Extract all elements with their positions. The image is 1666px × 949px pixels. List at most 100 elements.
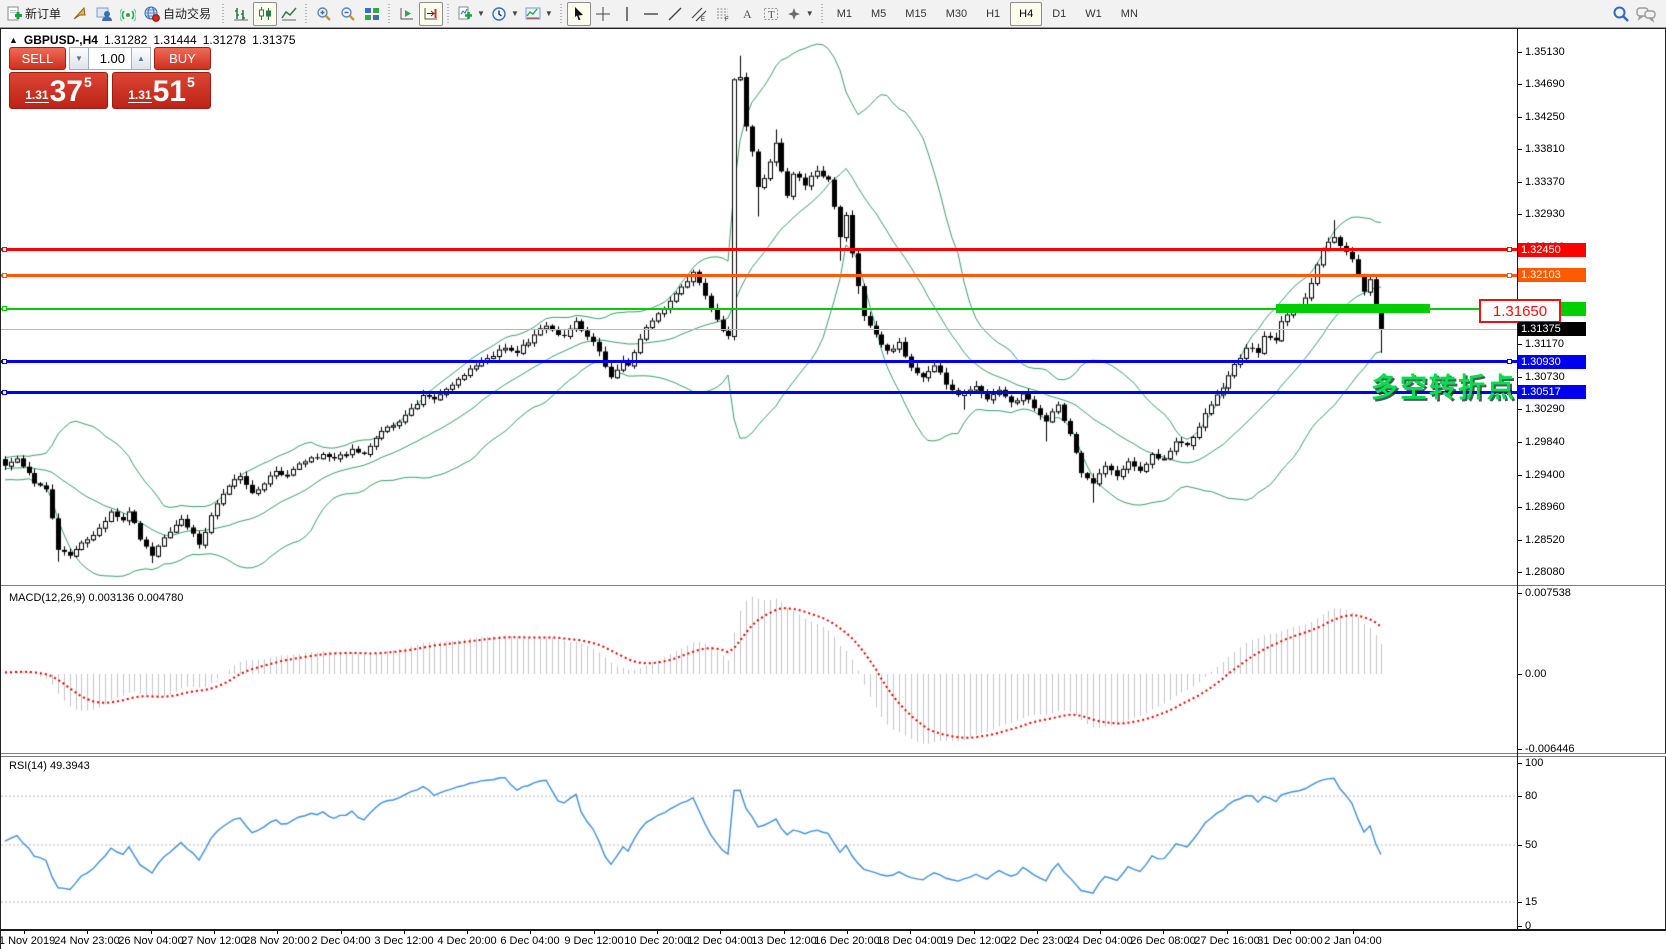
buy-button[interactable]: BUY xyxy=(154,47,211,70)
time-axis-label: 16 Dec 20:00 xyxy=(814,935,880,947)
tile-windows-icon xyxy=(364,6,380,22)
time-tick-mark xyxy=(1037,931,1038,934)
panel-separator[interactable] xyxy=(1,753,1666,757)
volume-field[interactable]: 1.00 xyxy=(89,47,131,70)
rsi-canvas[interactable] xyxy=(1,757,1517,929)
line-chart-button[interactable] xyxy=(277,2,301,26)
price-tick-mark xyxy=(1518,540,1522,541)
timeframe-MN[interactable]: MN xyxy=(1120,7,1138,20)
timeframe-W1[interactable]: W1 xyxy=(1085,7,1102,20)
indicators-button[interactable]: ▼ xyxy=(454,2,488,26)
panel-separator[interactable] xyxy=(1,585,1666,586)
tile-windows-button[interactable] xyxy=(360,2,384,26)
line-handle[interactable] xyxy=(2,306,7,311)
trendline-tool-button[interactable] xyxy=(663,2,687,26)
signals-button[interactable] xyxy=(116,2,140,26)
line-handle[interactable] xyxy=(1507,359,1512,364)
periods-button[interactable]: ▼ xyxy=(488,2,522,26)
line-handle[interactable] xyxy=(1507,247,1512,252)
time-axis-label: 3 Dec 12:00 xyxy=(374,935,434,947)
price-tick-mark xyxy=(1518,475,1522,476)
price-chart-canvas[interactable] xyxy=(1,30,1517,585)
price-level-line[interactable] xyxy=(1,248,1517,251)
price-level-line[interactable] xyxy=(1,391,1517,394)
buy-price-button[interactable]: 1.31 51 5 xyxy=(112,72,211,109)
line-handle[interactable] xyxy=(1507,273,1512,278)
toolbar-group-handle[interactable] xyxy=(387,3,393,24)
timeframe-M15[interactable]: M15 xyxy=(905,7,927,20)
toolbar-group-handle[interactable] xyxy=(221,3,227,24)
line-handle[interactable] xyxy=(1507,390,1512,395)
autotrading-button[interactable]: 自动交易 xyxy=(140,2,218,26)
toolbar-group-handle[interactable] xyxy=(819,3,825,24)
auto-scroll-icon xyxy=(399,6,415,22)
price-level-line[interactable] xyxy=(1,308,1517,310)
timeframe-D1[interactable]: D1 xyxy=(1052,7,1067,20)
zoom-out-button[interactable] xyxy=(336,2,360,26)
vertical-line-tool-button[interactable] xyxy=(615,2,639,26)
line-handle[interactable] xyxy=(2,359,7,364)
price-callout-box[interactable]: 1.31650 xyxy=(1479,299,1561,323)
time-axis-label: 24 Nov 23:00 xyxy=(54,935,120,947)
horizontal-line-tool-button[interactable] xyxy=(639,2,663,26)
macd-tick-mark xyxy=(1518,593,1522,594)
symbol-period-label: GBPUSD-,H4 xyxy=(23,33,98,47)
sell-button[interactable]: SELL xyxy=(9,47,66,70)
candlestick-chart-button[interactable] xyxy=(253,1,278,26)
line-handle[interactable] xyxy=(2,390,7,395)
price-tick-label: 1.33810 xyxy=(1525,143,1565,155)
chart-shift-button[interactable] xyxy=(419,1,444,26)
channel-tool-button[interactable]: E xyxy=(687,2,711,26)
market-watch-button[interactable] xyxy=(68,2,92,26)
timeframe-M1[interactable]: M1 xyxy=(836,7,852,20)
templates-button[interactable]: ▼ xyxy=(522,2,556,26)
macd-tick-label: 0.00 xyxy=(1525,668,1547,680)
collapse-arrow-icon[interactable]: ▲ xyxy=(9,35,18,45)
volume-decrease-button[interactable]: ▼ xyxy=(69,47,89,70)
text-tool-button[interactable]: A xyxy=(735,2,759,26)
rsi-tick-mark xyxy=(1518,763,1522,764)
timeframe-M30[interactable]: M30 xyxy=(945,7,968,20)
ohlc-open: 1.31282 xyxy=(103,33,148,47)
chat-icon[interactable] xyxy=(1636,5,1656,23)
timeframe-M5[interactable]: M5 xyxy=(871,7,887,20)
toolbar-group-handle[interactable] xyxy=(304,3,310,24)
ohlc-high: 1.31444 xyxy=(153,33,197,47)
line-handle[interactable] xyxy=(2,273,7,278)
price-tick-label: 1.33370 xyxy=(1525,176,1565,188)
line-handle[interactable] xyxy=(2,247,7,252)
turning-point-annotation[interactable]: 多空转折点 xyxy=(1371,373,1516,403)
current-price-axis-label: 1.31375 xyxy=(1518,322,1586,336)
price-tick-mark xyxy=(1518,344,1522,345)
macd-tick-label: 0.007538 xyxy=(1525,587,1571,599)
auto-scroll-button[interactable] xyxy=(395,2,419,26)
toolbar-group-handle[interactable] xyxy=(446,3,452,24)
arrows-tool-button[interactable]: ▼ xyxy=(783,2,817,26)
price-level-line[interactable] xyxy=(1,360,1517,363)
bar-chart-button[interactable] xyxy=(229,2,253,26)
zoom-in-button[interactable] xyxy=(312,2,336,26)
price-tick-mark xyxy=(1518,52,1522,53)
fibonacci-tool-button[interactable]: F xyxy=(711,2,735,26)
timeframe-H1[interactable]: H1 xyxy=(986,7,1001,20)
volume-increase-button[interactable]: ▲ xyxy=(131,47,151,70)
sell-price-button[interactable]: 1.31 37 5 xyxy=(9,72,108,109)
time-tick-mark xyxy=(530,931,531,934)
candlestick-icon xyxy=(257,6,273,22)
text-label-tool-button[interactable]: T xyxy=(759,2,783,26)
support-zone-segment[interactable] xyxy=(1276,304,1430,313)
crosshair-tool-button[interactable] xyxy=(591,2,615,26)
ohlc-bars-icon xyxy=(233,6,249,22)
toolbar-group-handle[interactable] xyxy=(558,3,564,24)
time-axis-label: 2 Dec 04:00 xyxy=(311,935,371,947)
profile-button[interactable] xyxy=(92,2,116,26)
cursor-tool-button[interactable] xyxy=(566,1,591,26)
macd-canvas[interactable] xyxy=(1,587,1517,753)
search-icon[interactable] xyxy=(1612,5,1630,23)
autotrading-label: 自动交易 xyxy=(163,7,212,21)
timeframe-H4[interactable]: H4 xyxy=(1010,1,1043,26)
new-order-button[interactable]: 新订单 xyxy=(2,2,68,26)
price-level-line[interactable] xyxy=(1,274,1517,277)
sell-price-pip: 5 xyxy=(83,74,92,90)
